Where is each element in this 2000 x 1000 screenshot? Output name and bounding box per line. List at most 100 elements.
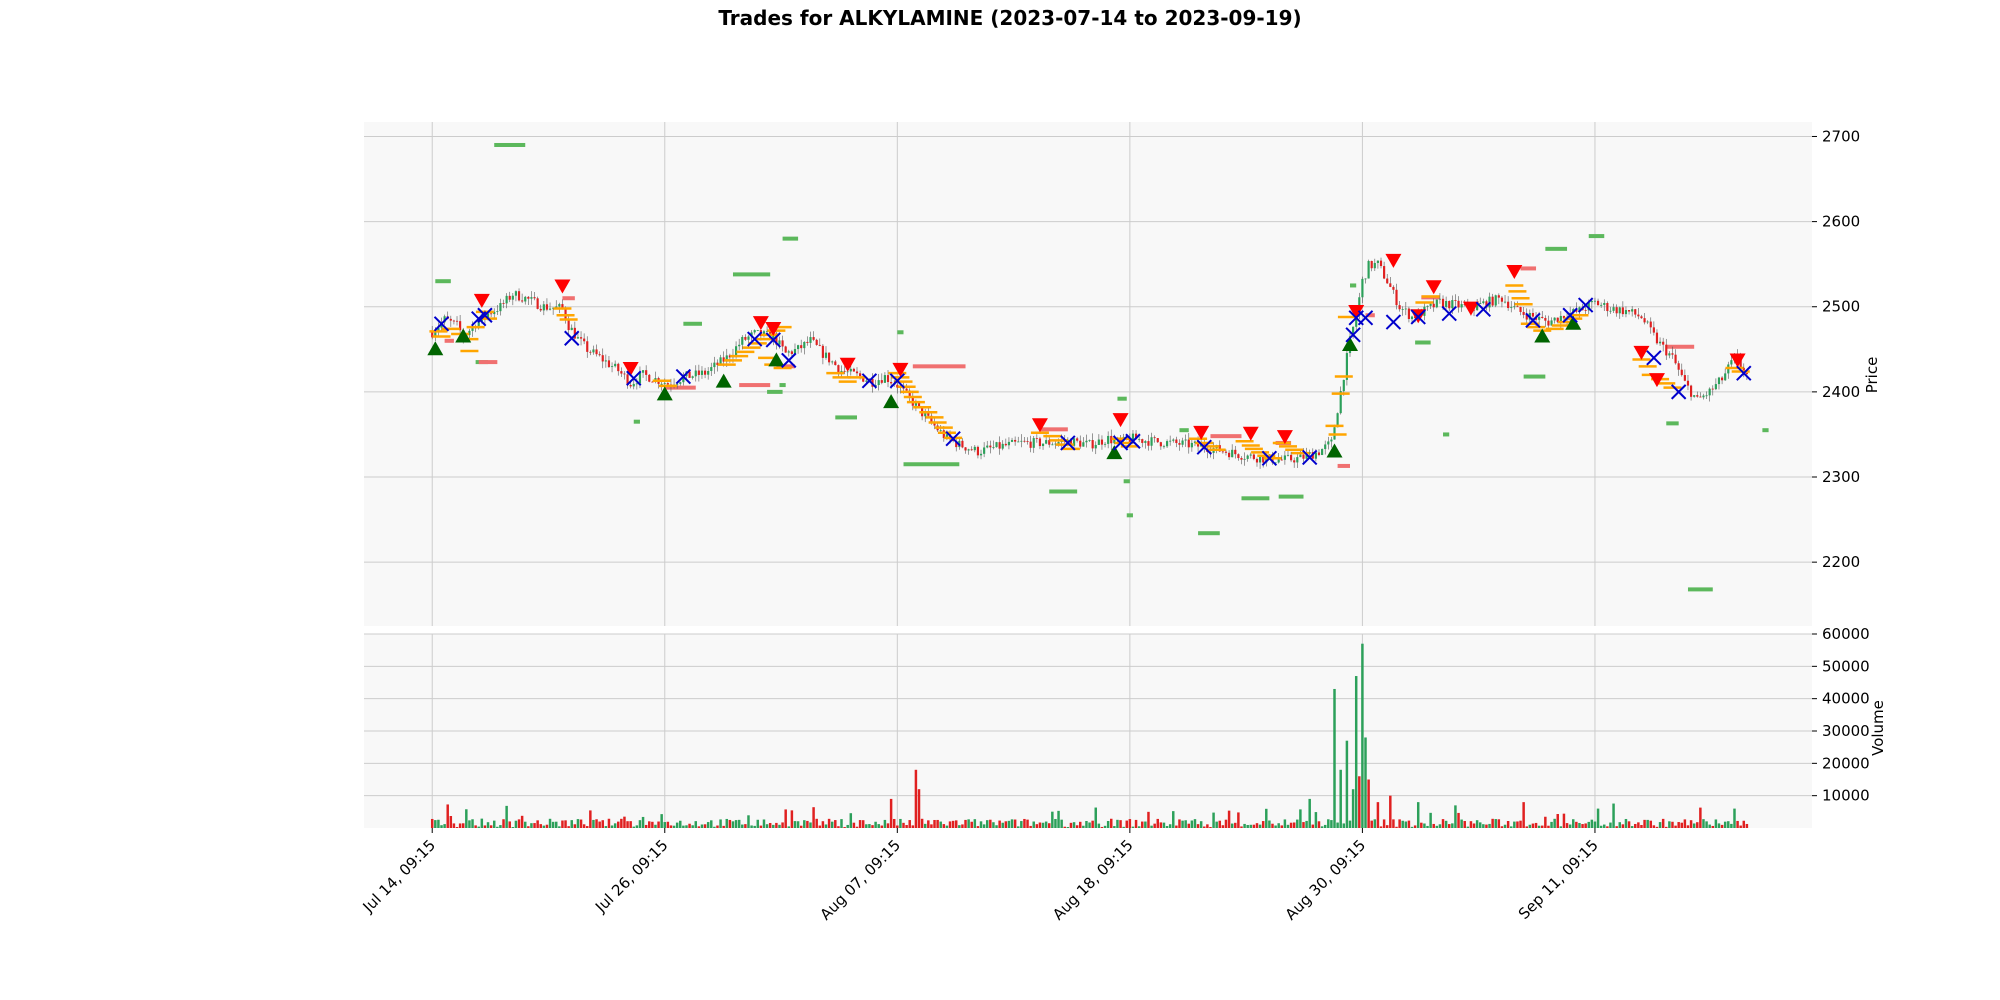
volume-bar — [824, 824, 828, 828]
volume-bar — [737, 819, 741, 828]
volume-bar — [1531, 823, 1535, 828]
volume-bar — [669, 825, 673, 828]
volume-bar — [1435, 825, 1439, 828]
candle-body — [1531, 312, 1535, 317]
volume-bar — [1227, 810, 1231, 828]
candle-body — [787, 351, 790, 353]
candle-body — [828, 352, 831, 363]
volume-bar — [486, 822, 490, 828]
support-level — [1049, 489, 1078, 494]
candle-body — [1128, 439, 1131, 443]
candle-body — [790, 351, 793, 354]
volume-bar — [1661, 818, 1665, 828]
candle-body — [1227, 452, 1231, 458]
candle-body — [1646, 321, 1649, 323]
candle-body — [1234, 449, 1237, 455]
candle-body — [1169, 440, 1172, 442]
candle-body — [883, 375, 886, 383]
candle-body — [1590, 301, 1593, 303]
candle-body — [548, 308, 552, 310]
volume-bar — [1745, 823, 1749, 828]
candle-body — [542, 304, 545, 311]
volume-bar — [632, 826, 635, 828]
candle-body — [818, 344, 821, 346]
exit-marker — [1646, 350, 1662, 366]
candle-body — [1432, 303, 1435, 308]
support-level — [835, 415, 858, 420]
x-tick-label: Sep 11, 09:15 — [1515, 836, 1602, 923]
candle-body — [626, 374, 629, 386]
volume-bar — [1358, 776, 1361, 828]
volume-bar — [545, 824, 549, 828]
volume-bar — [1447, 824, 1451, 828]
candle-body — [1649, 321, 1652, 328]
candle-body — [1516, 306, 1519, 308]
candle-body — [1302, 454, 1305, 459]
sell-marker — [1193, 425, 1210, 440]
candle-body — [471, 326, 474, 331]
volume-bar — [1395, 826, 1398, 828]
volume-bar — [1181, 820, 1184, 828]
volume-bar — [443, 824, 446, 828]
candle-body — [449, 318, 452, 321]
candle-body — [1193, 441, 1197, 443]
volume-bar — [1643, 819, 1646, 828]
volume-bar — [610, 825, 614, 828]
volume-bar — [852, 822, 856, 828]
volume-bar — [1348, 820, 1352, 828]
volume-bar — [1311, 824, 1315, 828]
volume-bar — [744, 824, 747, 828]
volume-bar — [871, 825, 874, 828]
resistance-level — [444, 338, 454, 343]
volume-bar — [1568, 824, 1572, 828]
price-tick-label: 2500 — [1822, 298, 1860, 316]
volume-bar — [626, 821, 629, 828]
candle-body — [1730, 360, 1733, 365]
volume-bar — [973, 819, 977, 828]
candle-body — [1165, 441, 1169, 447]
volume-bar — [843, 827, 846, 828]
volume-bar — [961, 824, 964, 828]
candle-body — [1618, 307, 1621, 314]
candle-body — [682, 376, 685, 383]
candle-body — [1658, 341, 1662, 344]
volume-bar — [1401, 820, 1404, 828]
volume-bar — [598, 821, 601, 828]
volume-bar — [1066, 827, 1070, 828]
candle-body — [1023, 440, 1026, 442]
candle-body — [970, 449, 973, 451]
candle-body — [716, 362, 719, 366]
candle-body — [1370, 260, 1373, 269]
volume-bar — [719, 819, 722, 828]
candle-body — [1010, 439, 1014, 442]
volume-bar — [1522, 802, 1525, 828]
volume-bar — [868, 824, 871, 828]
candle-body — [1138, 439, 1141, 440]
candle-body — [831, 361, 834, 363]
volume-bar — [1255, 823, 1259, 828]
volume-bar — [936, 819, 939, 828]
volume-bar — [675, 822, 679, 828]
volume-bar — [1323, 824, 1327, 828]
volume-bar — [914, 769, 918, 828]
candle-body — [1556, 317, 1559, 323]
support-level — [683, 321, 702, 326]
candle-body — [1330, 439, 1333, 442]
resistance-level — [776, 364, 795, 369]
volume-bar — [1048, 823, 1051, 828]
chart-title: Trades for ALKYLAMINE (2023-07-14 to 202… — [718, 6, 1301, 30]
volume-bar — [1572, 819, 1575, 828]
sell-marker — [752, 316, 769, 331]
exit-marker — [1441, 305, 1457, 322]
candle-body — [1175, 439, 1178, 444]
exit-marker — [945, 430, 961, 447]
exit-marker — [1301, 449, 1318, 466]
volume-bar — [1373, 819, 1377, 828]
candle-body — [536, 298, 539, 309]
exit-marker — [433, 316, 450, 332]
candle-body — [1134, 433, 1138, 440]
volume-bar — [561, 820, 564, 828]
price-axis-label: Price — [1863, 357, 1881, 394]
candle-body — [1076, 438, 1079, 441]
candle-body — [1004, 443, 1007, 446]
